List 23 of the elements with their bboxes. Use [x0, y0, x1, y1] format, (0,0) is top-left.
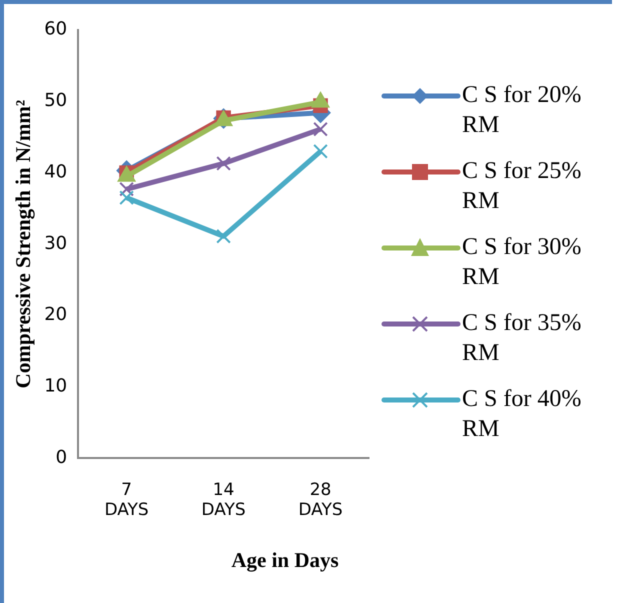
x-tick-label: 28 DAYS [298, 480, 343, 520]
point [216, 156, 231, 171]
legend-label: C S for 25% RM [462, 157, 582, 216]
point [119, 190, 134, 206]
x-tick-label: 14 DAYS [201, 480, 246, 520]
legend-label: C S for 20% RM [462, 81, 582, 140]
point [313, 144, 328, 159]
y-tick-label: 30 [44, 232, 68, 254]
y-tick-label: 60 [44, 18, 68, 40]
point [216, 228, 231, 244]
y-tick-label: 50 [44, 90, 68, 112]
y-axis-title: Compressive Strength in N/mm² [11, 100, 36, 388]
legend-label: C S for 35% RM [462, 309, 582, 368]
point [119, 182, 134, 197]
legend-label: C S for 40% RM [462, 385, 582, 444]
y-tick-label: 40 [44, 161, 68, 182]
legend-label: C S for 30% RM [462, 233, 582, 292]
y-tick-label: 0 [56, 446, 68, 468]
y-tick-label: 10 [44, 376, 68, 397]
y-tick-label: 20 [44, 304, 68, 326]
x-axis-title: Age in Days [230, 548, 340, 573]
x-tick-label: 7 DAYS [104, 480, 149, 520]
point [313, 122, 328, 137]
